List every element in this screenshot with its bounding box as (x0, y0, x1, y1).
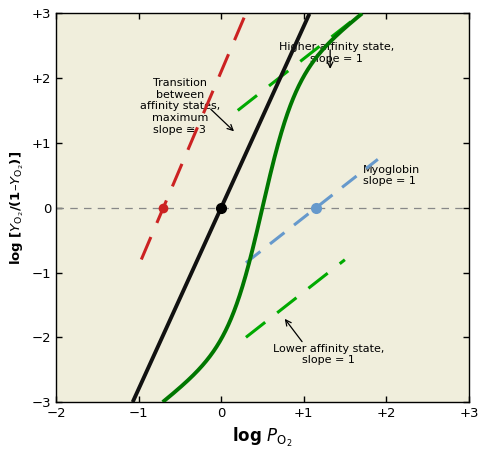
Text: Transition
between
affinity states,
maximum
slope ≅ 3: Transition between affinity states, maxi… (140, 78, 220, 134)
Text: Myoglobin
slope = 1: Myoglobin slope = 1 (363, 165, 420, 186)
Text: Higher affinity state,
slope = 1: Higher affinity state, slope = 1 (279, 43, 394, 64)
X-axis label: log $\mathit{P}_{\mathrm{O_2}}$: log $\mathit{P}_{\mathrm{O_2}}$ (232, 425, 293, 449)
Text: Lower affinity state,
slope = 1: Lower affinity state, slope = 1 (273, 344, 384, 366)
Y-axis label: log [$Y_{\mathrm{O_2}}$/(1–$Y_{\mathrm{O_2}}$)]: log [$Y_{\mathrm{O_2}}$/(1–$Y_{\mathrm{O… (8, 151, 26, 265)
